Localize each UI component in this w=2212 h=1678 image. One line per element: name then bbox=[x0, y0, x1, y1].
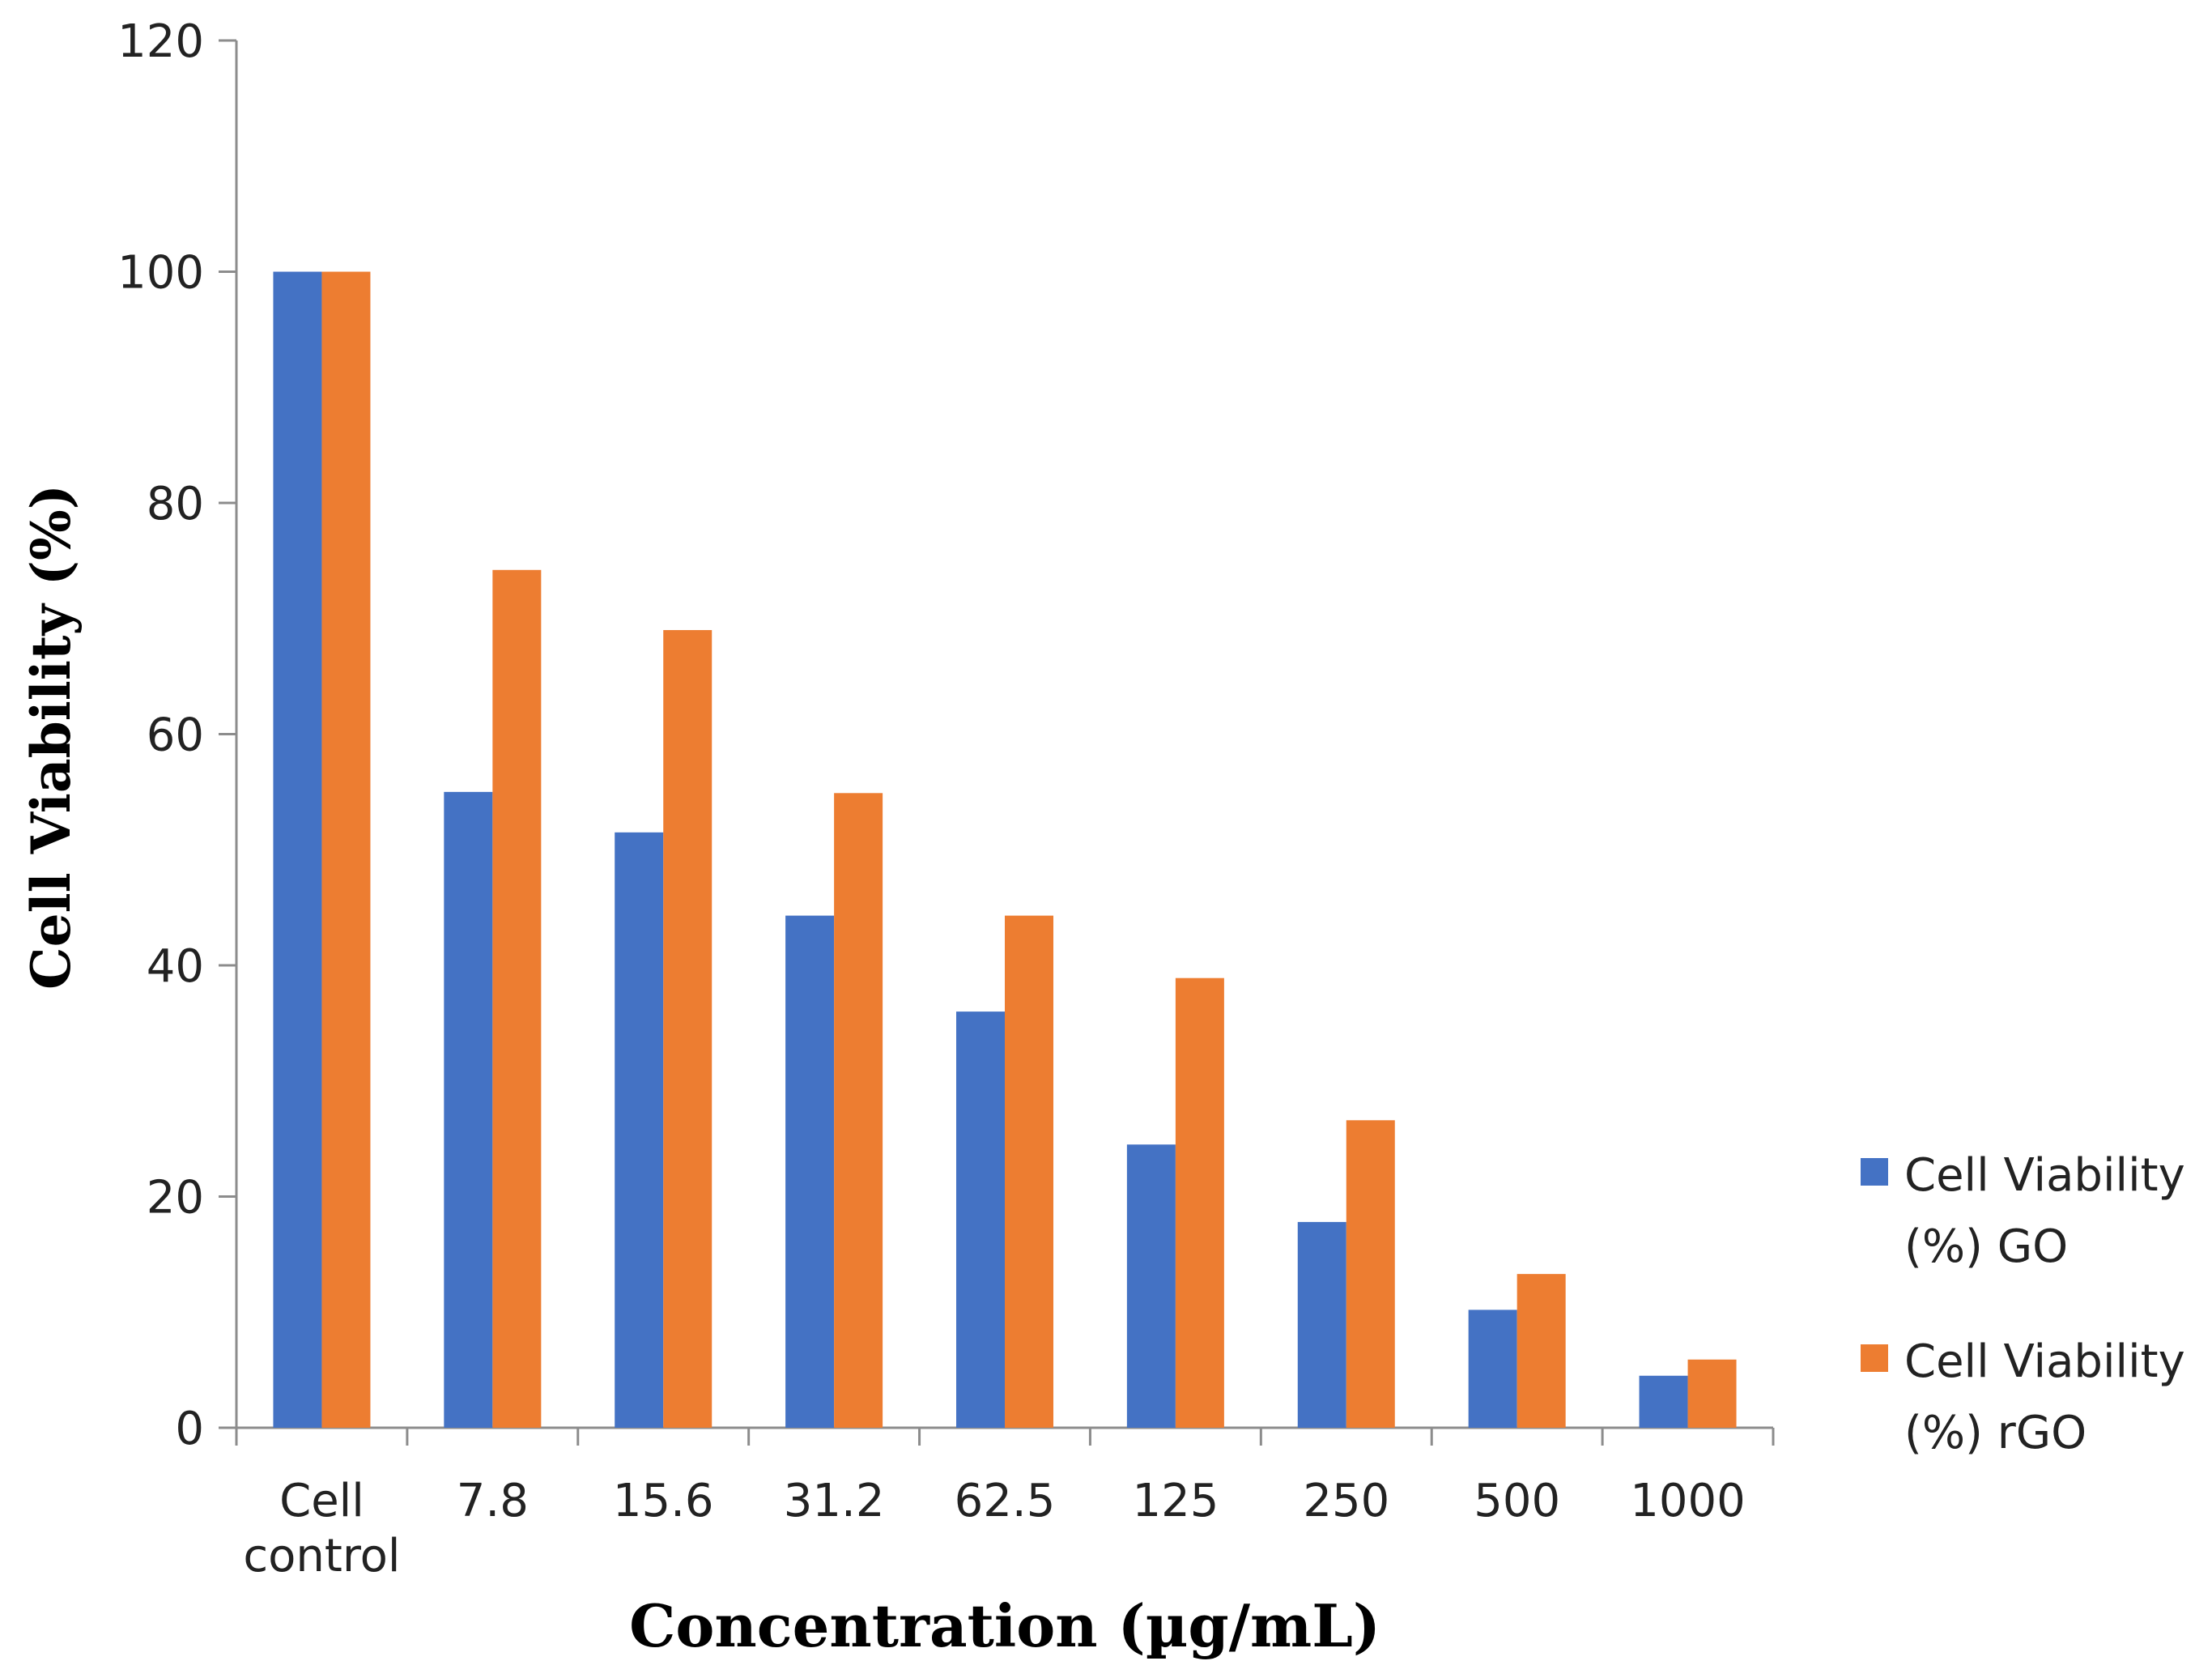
x-tick-label: 7.8 bbox=[457, 1475, 529, 1527]
bar-rgo bbox=[1005, 915, 1053, 1428]
x-tick-label: 15.6 bbox=[613, 1475, 714, 1527]
y-tick-label: 100 bbox=[117, 247, 204, 300]
bar-rgo bbox=[834, 793, 883, 1428]
x-tick-label: 250 bbox=[1303, 1475, 1389, 1527]
bar-go bbox=[1639, 1375, 1688, 1428]
legend-swatch bbox=[1861, 1158, 1888, 1186]
legend-label: Cell Viability (%) GO bbox=[1904, 1149, 2185, 1273]
legend-item-rgo: Cell Viability (%) rGO bbox=[1861, 1335, 2185, 1459]
bar-go bbox=[1468, 1310, 1517, 1428]
x-tick-label: 62.5 bbox=[955, 1475, 1056, 1527]
bar-rgo bbox=[492, 569, 542, 1429]
bar-go bbox=[615, 832, 664, 1428]
bar-rgo bbox=[1516, 1274, 1566, 1428]
y-tick-label: 20 bbox=[147, 1172, 204, 1224]
bar-rgo bbox=[663, 630, 713, 1428]
y-tick-label: 40 bbox=[147, 940, 204, 993]
labels-layer: 0 20 40 60 80 100 120 Cell control 7.8 15.6 31.2 62.… bbox=[19, 15, 1746, 1660]
bar-go bbox=[444, 791, 493, 1428]
x-tick-label: 125 bbox=[1132, 1475, 1219, 1527]
x-tick-label: 31.2 bbox=[784, 1475, 885, 1527]
bars-layer bbox=[273, 271, 1737, 1429]
y-tick-label: 0 bbox=[175, 1403, 204, 1455]
bar-rgo bbox=[1175, 977, 1224, 1428]
bar-go bbox=[785, 915, 835, 1428]
x-tick-label: 1000 bbox=[1630, 1475, 1746, 1527]
x-tick-label: 500 bbox=[1474, 1475, 1560, 1527]
bar-rgo bbox=[1687, 1359, 1737, 1428]
y-axis-title: Cell Viability (%) bbox=[19, 484, 83, 990]
x-tick-label: Cell control bbox=[243, 1475, 400, 1582]
bar-go bbox=[273, 271, 322, 1428]
x-axis-title: Concentration (µg/mL) bbox=[629, 1591, 1380, 1660]
bar-rgo bbox=[321, 271, 371, 1428]
bar-go bbox=[1126, 1144, 1176, 1428]
legend-swatch bbox=[1861, 1344, 1888, 1372]
legend: Cell Viability (%) GO Cell Viability (%) rG… bbox=[1861, 1149, 2185, 1459]
bar-rgo bbox=[1346, 1120, 1395, 1428]
y-tick-label: 80 bbox=[147, 478, 204, 530]
legend-item-go: Cell Viability (%) GO bbox=[1861, 1149, 2185, 1273]
y-tick-label: 60 bbox=[147, 709, 204, 762]
bar-go bbox=[1297, 1221, 1346, 1428]
legend-label: Cell Viability (%) rGO bbox=[1904, 1335, 2185, 1459]
bar-go bbox=[956, 1011, 1005, 1428]
y-tick-label: 120 bbox=[117, 15, 204, 68]
